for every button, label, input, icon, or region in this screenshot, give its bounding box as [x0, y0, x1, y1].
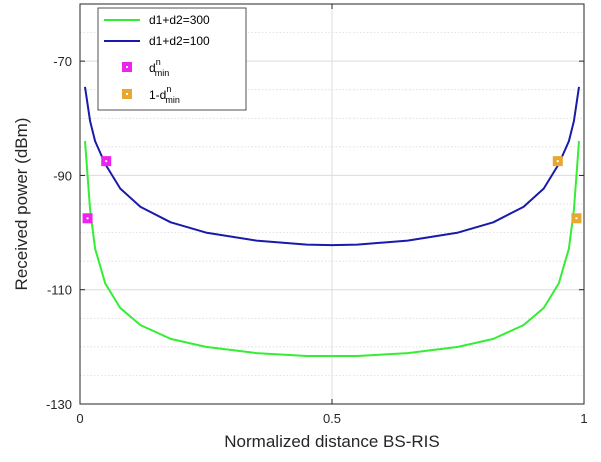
series-line-0	[84, 141, 580, 357]
legend: d1+d2=300 d1+d2=100 dn min 1-dn min	[97, 7, 247, 111]
y-tick-label: -70	[53, 54, 72, 69]
y-tick-label: -130	[46, 397, 72, 412]
series-marker-dot-2	[86, 217, 89, 220]
tick-labels: -130 -110 -90 -70 0 0.5 1	[46, 54, 588, 426]
y-tick-label: -90	[53, 168, 72, 183]
series-marker-dot-3	[575, 217, 578, 220]
legend-label-1-dmin: 1-dn min	[149, 84, 180, 105]
x-tick-label: 0	[76, 411, 83, 426]
legend-label-1-dmin-sup: n	[166, 84, 171, 94]
legend-label-dmin: dn min	[149, 57, 169, 78]
x-tick-label: 1	[580, 411, 587, 426]
legend-label-1-dmin-sub: min	[165, 95, 180, 105]
legend-label-d1d2-100: d1+d2=100	[149, 34, 210, 48]
legend-label-dmin-base: d	[149, 61, 156, 75]
series-line-1	[84, 86, 580, 247]
x-tick-label: 0.5	[323, 411, 341, 426]
legend-label-dmin-sup: n	[156, 57, 161, 67]
legend-marker-1-dmin-dot	[126, 93, 128, 95]
legend-marker-dmin-dot	[126, 66, 128, 68]
series-layer	[82, 86, 582, 357]
y-tick-label: -110	[47, 283, 72, 298]
legend-label-1-dmin-base: 1-d	[149, 88, 166, 102]
y-axis-label: Received power (dBm)	[12, 118, 31, 291]
x-axis-label: Normalized distance BS-RIS	[224, 432, 439, 451]
series-marker-dot-2	[105, 160, 108, 163]
legend-label-dmin-sub: min	[155, 68, 170, 78]
series-marker-dot-3	[556, 160, 559, 163]
legend-label-d1d2-300: d1+d2=300	[149, 13, 210, 27]
axis-ticks	[79, 4, 585, 405]
